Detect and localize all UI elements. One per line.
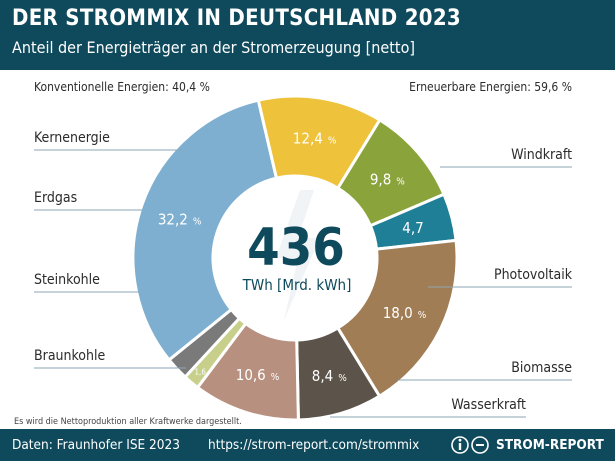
slice-value-biomasse: 9,8% <box>370 170 405 188</box>
category-label-kernenergie: Kernenergie <box>34 130 110 146</box>
slice-value-number: 32,2 <box>158 210 188 228</box>
percent-sign: % <box>396 176 405 187</box>
conventional-total-label: Konventionelle Energien: 40,4 % <box>34 80 210 94</box>
slice-kernenergie <box>166 307 242 380</box>
slice-value-number: 18,0 <box>383 304 413 322</box>
slice-value-number: 12,4 <box>293 130 323 148</box>
slice-value-number: 9,8 <box>370 170 391 188</box>
slice-value-braunkohle: 18,0% <box>383 304 427 322</box>
category-label-steinkohle: Steinkohle <box>34 272 100 288</box>
renewable-total-label: Erneuerbare Energien: 59,6 % <box>409 80 572 94</box>
category-label-erdgas: Erdgas <box>34 190 77 206</box>
footer-bar: Daten: Fraunhofer ISE 2023 https://strom… <box>0 429 615 461</box>
source-link[interactable]: https://strom-report.com/strommix <box>208 437 420 453</box>
percent-sign: % <box>328 136 337 147</box>
info-icon <box>451 436 489 454</box>
brand-logo: STROM-REPORT <box>496 437 604 453</box>
category-label-photovoltaik: Photovoltaik <box>494 267 573 283</box>
category-label-braunkohle: Braunkohle <box>34 348 105 364</box>
slice-value-windkraft: 32,2% <box>158 210 202 228</box>
slice-value-number: 10,6 <box>236 366 266 384</box>
slice-value-number: 8,4 <box>312 367 333 385</box>
page-title: DER STROMMIX IN DEUTSCHLAND 2023 <box>12 6 462 31</box>
category-label-wasserkraft: Wasserkraft <box>451 397 526 413</box>
percent-sign: % <box>338 373 347 384</box>
total-unit: TWh [Mrd. kWh] <box>242 276 352 294</box>
slice-value-slice-7: 1,6 <box>194 368 206 377</box>
total-value: 436 <box>247 218 345 278</box>
slice-value-steinkohle: 8,4% <box>312 367 347 385</box>
percent-sign: % <box>418 310 427 321</box>
slice-braunkohle <box>335 238 459 399</box>
slice-value-number: 1,6 <box>194 368 206 377</box>
category-label-biomasse: Biomasse <box>511 360 572 376</box>
slice-value-wasserkraft: 4,7 <box>402 219 423 237</box>
category-label-windkraft: Windkraft <box>511 147 572 163</box>
page-subtitle: Anteil der Energieträger an der Stromerz… <box>12 38 415 57</box>
header-bar: DER STROMMIX IN DEUTSCHLAND 2023 Anteil … <box>0 0 615 70</box>
data-source: Daten: Fraunhofer ISE 2023 <box>12 437 180 453</box>
lightning-icon <box>276 190 320 320</box>
percent-sign: % <box>271 372 280 383</box>
slice-value-erdgas: 10,6% <box>236 366 280 384</box>
footnote: Es wird die Nettoproduktion aller Kraftw… <box>14 417 242 427</box>
percent-sign: % <box>193 216 202 227</box>
slice-value-number: 4,7 <box>402 219 423 237</box>
slice-windkraft <box>131 98 279 363</box>
slice-value-photovoltaik: 12,4% <box>293 130 337 148</box>
